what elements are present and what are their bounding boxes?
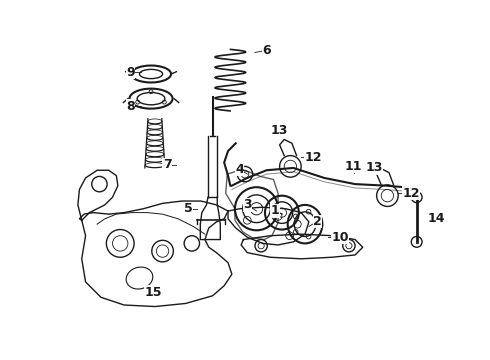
Text: 13: 13 <box>366 161 383 174</box>
Text: 14: 14 <box>428 212 445 225</box>
Text: 4: 4 <box>235 162 244 176</box>
Text: 6: 6 <box>263 44 271 57</box>
Text: 2: 2 <box>313 215 322 228</box>
Text: 7: 7 <box>163 158 172 171</box>
Text: 10: 10 <box>331 231 349 244</box>
Text: 9: 9 <box>126 66 135 79</box>
Text: 15: 15 <box>145 286 162 299</box>
Text: 12: 12 <box>402 187 419 200</box>
Text: 3: 3 <box>243 198 251 211</box>
Text: 13: 13 <box>271 124 288 137</box>
Text: 11: 11 <box>345 160 362 173</box>
Text: 12: 12 <box>304 150 322 164</box>
Text: 1: 1 <box>270 204 279 217</box>
Text: 8: 8 <box>126 100 135 113</box>
Text: 5: 5 <box>184 202 192 215</box>
